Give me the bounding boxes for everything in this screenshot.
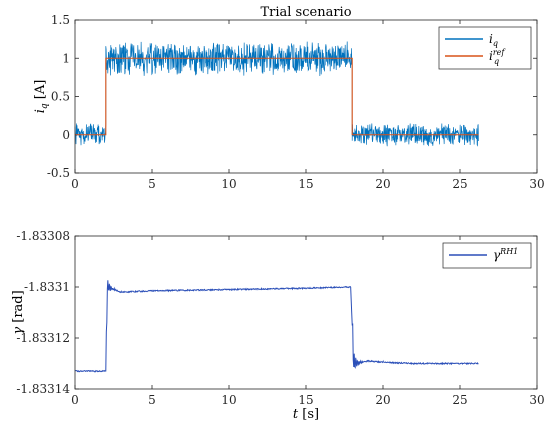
series-line-gamma <box>74 280 479 373</box>
chart-title: Trial scenario <box>260 5 351 20</box>
x-tick-label: 0 <box>71 177 79 191</box>
axes-box-bottom <box>74 235 538 390</box>
x-tick-label: 5 <box>148 177 156 191</box>
y-tick-label: 0.5 <box>51 90 70 104</box>
series-line-iqref <box>75 57 479 136</box>
x-tick-label: 30 <box>529 177 544 191</box>
x-tick-label: 30 <box>529 393 544 407</box>
x-tick-label: 15 <box>298 393 313 407</box>
y-tick-label: -1.8331 <box>24 280 70 294</box>
y-axis-label: γ [rad] <box>11 290 26 334</box>
x-tick-label: 25 <box>452 393 467 407</box>
y-tick-label: 0 <box>62 128 70 142</box>
x-tick-label: 0 <box>71 393 79 407</box>
legend-label-iqref: iref q <box>489 48 506 66</box>
y-tick-label: -0.5 <box>47 166 70 180</box>
x-axis-label: t [s] <box>293 407 319 422</box>
series-line-iq <box>74 41 479 147</box>
top-axes: 0 5 10 15 20 25 30-0.500.511.5 <box>47 13 545 191</box>
bottom-axes: 0 5 10 15 20 25 30 -1.83314 -1.83312 -1.8331 -1.83… <box>16 229 544 407</box>
x-tick-label: 20 <box>375 177 390 191</box>
x-tick-label: 20 <box>375 393 390 407</box>
top-panel: Trial scenario 0 5 10 15 20 25 30-0.500.511.5 … <box>33 5 545 191</box>
x-tick-label: 10 <box>221 393 236 407</box>
y-tick-label: -1.83308 <box>16 229 70 243</box>
legend-box <box>438 26 532 70</box>
top-series <box>74 41 479 147</box>
x-tick-label: 5 <box>148 393 156 407</box>
legend-label-gamma: γRH1 <box>493 247 518 262</box>
axes-box-top <box>74 19 538 174</box>
bottom-series <box>74 280 479 373</box>
legend-label-iq: iq <box>489 32 498 48</box>
x-tick-label: 10 <box>221 177 236 191</box>
x-tick-label: 25 <box>452 177 467 191</box>
bottom-panel: 0 5 10 15 20 25 30 -1.83314 -1.83312 -1.8331 -1.83… <box>11 229 545 422</box>
y-axis-label-top: iq [A] <box>33 80 50 114</box>
y-tick-label: 1 <box>62 51 70 65</box>
y-axis-label-bottom: γ [rad] <box>11 290 26 334</box>
y-tick-label: 1.5 <box>51 13 70 27</box>
legend-bottom: γRH1 <box>442 242 532 269</box>
x-tick-label: 15 <box>298 177 313 191</box>
y-tick-label: -1.83314 <box>16 382 70 396</box>
y-axis-label: iq [A] <box>33 80 50 114</box>
x-axis-label-bottom: t [s] <box>293 407 319 422</box>
y-tick-label: -1.83312 <box>16 331 70 345</box>
